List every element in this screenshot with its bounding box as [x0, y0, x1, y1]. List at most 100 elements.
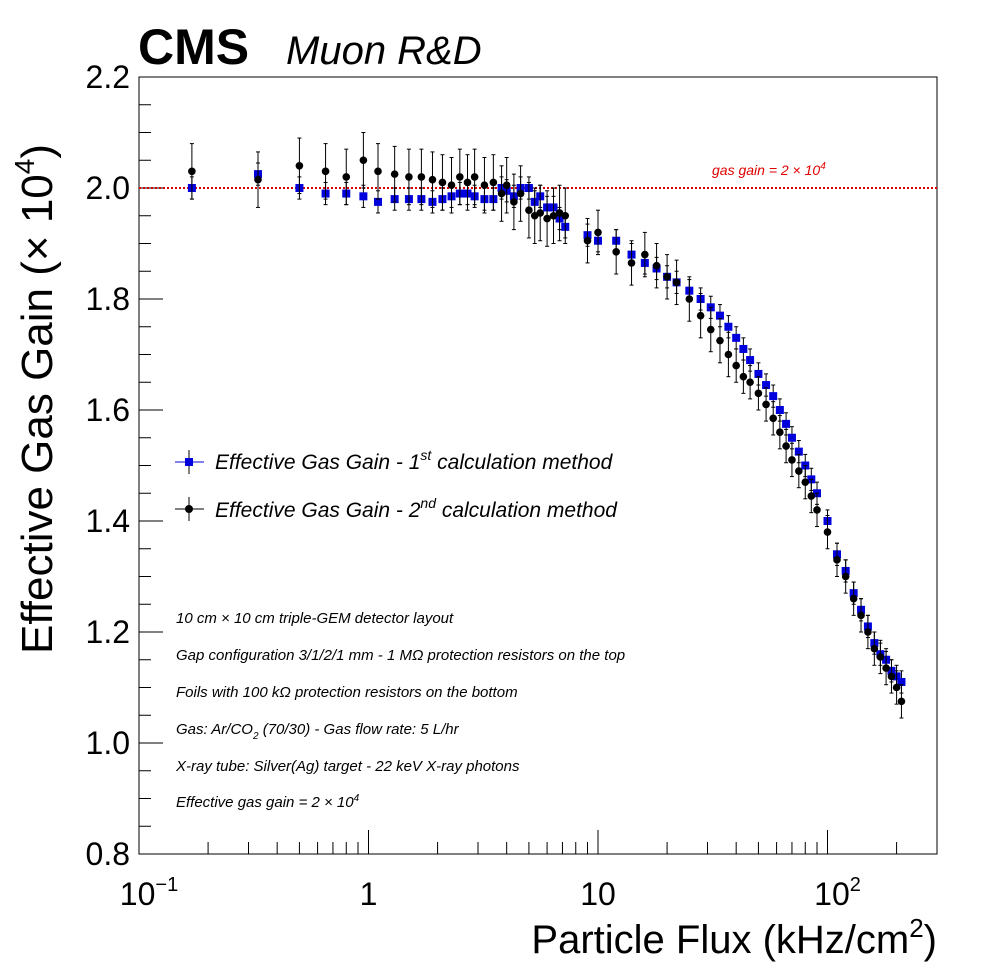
data-point-square — [739, 344, 748, 353]
data-point-circle — [897, 697, 906, 706]
x-axis-title: Particle Flux (kHz/cm2) — [531, 913, 937, 962]
data-point-circle — [497, 189, 506, 198]
data-point-circle — [627, 259, 636, 267]
data-point-circle — [887, 672, 896, 681]
data-point-circle — [857, 611, 865, 620]
data-point-circle — [510, 198, 518, 206]
annotation-xray: X-ray tube: Silver(Ag) target - 22 keV X… — [175, 758, 520, 775]
data-point-circle — [359, 156, 368, 165]
data-point-square — [782, 419, 791, 428]
data-point-circle — [536, 209, 545, 217]
annotations: 10 cm × 10 cm triple-GEM detector layout… — [175, 610, 625, 811]
annotation-gain: Effective gas gain = 2 × 104 — [176, 793, 360, 811]
data-point-square — [794, 447, 803, 456]
x-tick-label: 102 — [814, 874, 861, 912]
y-tick-label: 0.8 — [86, 836, 130, 872]
x-tick-labels: 10−1 1 10 102 — [120, 874, 861, 912]
data-point-circle — [342, 173, 351, 181]
data-point-square — [746, 356, 755, 365]
data-point-circle — [833, 556, 841, 564]
series-group — [187, 132, 906, 719]
data-point-circle — [295, 162, 304, 170]
y-tick-label: 2.0 — [86, 170, 130, 206]
data-point-circle — [746, 378, 754, 387]
data-point-circle — [417, 173, 426, 181]
data-point-circle — [456, 173, 464, 181]
data-point-circle — [706, 325, 715, 334]
data-point-circle — [663, 273, 671, 281]
data-point-circle — [489, 178, 498, 187]
data-point-square — [724, 322, 733, 331]
series-2 — [188, 132, 906, 719]
legend: Effective Gas Gain - 1st calculation met… — [175, 447, 618, 522]
data-point-square — [897, 677, 906, 686]
data-point-circle — [390, 170, 399, 178]
data-point-circle — [583, 236, 592, 245]
data-point-square — [373, 197, 382, 206]
data-point-circle — [849, 594, 858, 603]
axis-ticks — [138, 76, 938, 855]
data-point-circle — [876, 653, 885, 661]
data-point-square — [775, 406, 784, 414]
reference-line-label: gas gain = 2 × 104 — [712, 161, 826, 178]
cms-label: CMS — [138, 19, 249, 75]
y-tick-label: 1.6 — [86, 392, 130, 428]
legend-label-series-1: Effective Gas Gain - 1st calculation met… — [215, 447, 614, 474]
data-point-circle — [516, 189, 525, 198]
data-point-circle — [882, 664, 890, 672]
data-point-square — [769, 392, 778, 401]
data-point-circle — [254, 175, 262, 184]
data-point-circle — [739, 372, 748, 381]
data-point-circle — [447, 181, 456, 190]
data-point-square — [762, 381, 771, 390]
y-tick-labels: 0.8 1.0 1.2 1.4 1.6 1.8 2.0 2.2 — [86, 59, 130, 872]
y-tick-label: 1.8 — [86, 281, 130, 317]
data-point-circle — [525, 206, 533, 214]
data-point-circle — [732, 361, 740, 370]
data-point-circle — [762, 400, 770, 409]
data-point-circle — [438, 178, 447, 187]
annotation-gap: Gap configuration 3/1/2/1 mm - 1 MΩ prot… — [176, 647, 625, 664]
data-point-circle — [405, 173, 413, 181]
annotation-foils: Foils with 100 kΩ protection resistors o… — [176, 684, 518, 701]
data-point-circle — [776, 428, 784, 437]
data-point-circle — [555, 209, 564, 217]
data-point-circle — [841, 572, 850, 581]
data-point-square — [787, 433, 796, 442]
data-point-circle — [612, 248, 620, 256]
data-point-circle — [374, 167, 382, 176]
data-point-circle — [870, 644, 879, 653]
data-point-circle — [321, 167, 330, 176]
data-point-circle — [685, 295, 694, 303]
y-tick-label: 2.2 — [86, 59, 130, 95]
data-point-circle — [641, 250, 649, 259]
data-point-circle — [561, 211, 570, 220]
data-point-square — [359, 192, 368, 201]
y-axis-title: Effective Gas Gain (× 104) — [9, 144, 62, 654]
legend-marker-series-1 — [175, 450, 204, 474]
data-point-circle — [594, 228, 602, 237]
data-point-circle — [892, 683, 901, 692]
data-point-circle — [795, 467, 803, 475]
data-point-circle — [480, 181, 489, 190]
data-point-circle — [716, 336, 724, 345]
data-point-circle — [502, 181, 511, 190]
data-point-square — [732, 333, 741, 342]
data-point-square — [754, 369, 763, 378]
data-point-circle — [823, 528, 832, 536]
data-point-circle — [788, 456, 796, 464]
data-point-circle — [428, 175, 437, 184]
y-tick-label: 1.0 — [86, 725, 130, 761]
y-tick-label: 1.4 — [86, 503, 130, 539]
x-tick-label: 1 — [360, 876, 378, 912]
data-point-circle — [543, 214, 551, 223]
data-point-circle — [463, 178, 472, 187]
y-tick-label: 1.2 — [86, 614, 130, 650]
data-point-circle — [782, 442, 790, 450]
data-point-circle — [801, 478, 810, 486]
data-point-circle — [652, 261, 661, 270]
x-tick-label: 10 — [580, 876, 616, 912]
annotation-detector: 10 cm × 10 cm triple-GEM detector layout — [176, 610, 454, 627]
data-point-circle — [672, 278, 681, 287]
